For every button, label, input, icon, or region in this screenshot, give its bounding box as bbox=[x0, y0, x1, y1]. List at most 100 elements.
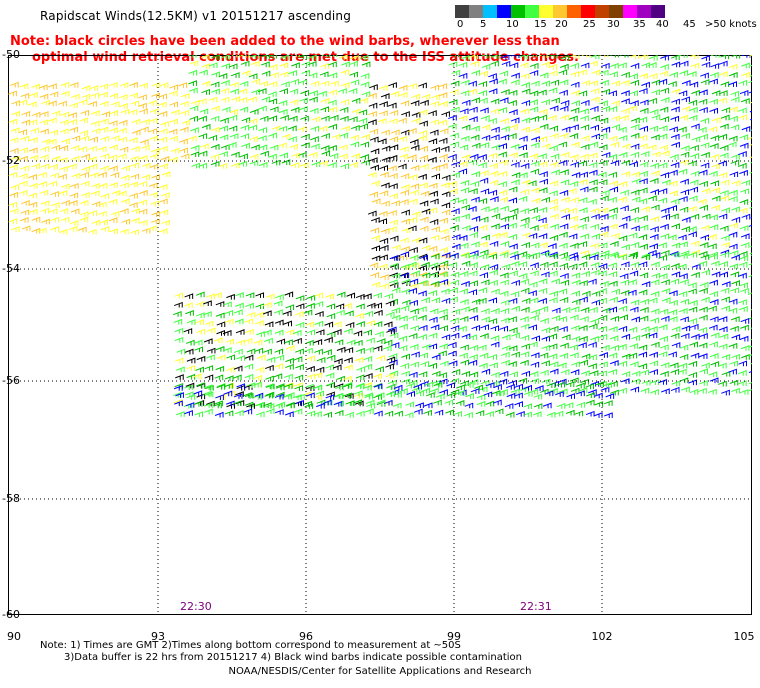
wind-barb bbox=[548, 261, 558, 268]
wind-barb bbox=[590, 336, 599, 342]
wind-barb bbox=[47, 138, 57, 145]
wind-barb bbox=[341, 61, 350, 68]
wind-barb bbox=[190, 99, 200, 106]
wind-barb bbox=[373, 292, 382, 299]
wind-barb bbox=[510, 260, 520, 267]
wind-barb bbox=[333, 400, 343, 407]
wind-barb bbox=[204, 391, 214, 398]
wind-barb bbox=[40, 207, 49, 214]
wind-barb bbox=[308, 72, 318, 79]
wind-barb bbox=[559, 105, 569, 112]
wind-barb bbox=[249, 108, 259, 115]
wind-barb bbox=[559, 63, 569, 70]
wind-barb bbox=[521, 82, 530, 88]
wind-barb bbox=[618, 181, 628, 187]
wind-barb bbox=[470, 134, 480, 141]
wind-barb bbox=[598, 288, 607, 294]
wind-barb bbox=[537, 217, 547, 223]
wind-barb bbox=[100, 153, 110, 160]
wind-barb bbox=[324, 321, 334, 328]
wind-barb bbox=[195, 312, 205, 318]
wind-barb bbox=[510, 117, 520, 124]
wind-barb bbox=[88, 100, 97, 107]
wind-barb-layer bbox=[8, 55, 752, 418]
wind-barb bbox=[175, 392, 184, 398]
wind-barb bbox=[739, 306, 748, 312]
wind-barb bbox=[10, 226, 20, 232]
wind-barb bbox=[235, 292, 244, 298]
wind-barb bbox=[729, 379, 739, 386]
wind-barb bbox=[255, 311, 265, 318]
wind-barb bbox=[649, 351, 658, 358]
wind-barb bbox=[660, 55, 669, 61]
wind-barb bbox=[451, 215, 460, 222]
wind-barb bbox=[225, 400, 235, 407]
wind-barb bbox=[109, 127, 118, 133]
wind-barb bbox=[521, 297, 531, 304]
wind-barb bbox=[448, 181, 457, 187]
wind-barb bbox=[569, 180, 579, 187]
wind-barb bbox=[701, 362, 710, 369]
wind-barb bbox=[430, 280, 440, 287]
wind-barb bbox=[410, 183, 420, 190]
wind-barb bbox=[289, 143, 298, 150]
wind-barb bbox=[108, 154, 118, 161]
wind-barb bbox=[580, 99, 590, 106]
wind-barb bbox=[530, 314, 539, 321]
wind-barb bbox=[548, 343, 558, 350]
wind-barb bbox=[491, 232, 501, 239]
wind-barb bbox=[449, 188, 458, 194]
wind-barb bbox=[610, 344, 619, 351]
wind-barb bbox=[344, 347, 354, 353]
wind-barb bbox=[498, 378, 508, 385]
wind-barb bbox=[268, 115, 277, 122]
wind-barb bbox=[379, 101, 388, 107]
wind-barb bbox=[680, 298, 689, 305]
wind-barb bbox=[528, 341, 538, 348]
wind-barb bbox=[711, 204, 720, 211]
wind-barb bbox=[521, 241, 530, 248]
wind-barb bbox=[400, 251, 410, 258]
wind-barb bbox=[451, 69, 461, 76]
wind-barb bbox=[110, 210, 120, 217]
wind-barb bbox=[498, 78, 507, 85]
wind-barb bbox=[354, 400, 364, 407]
wind-barb bbox=[710, 180, 719, 187]
wind-barb bbox=[356, 347, 365, 354]
wind-barb bbox=[345, 321, 355, 328]
wind-barb bbox=[485, 382, 495, 388]
wind-barb bbox=[369, 136, 379, 143]
wind-barb bbox=[480, 264, 490, 270]
wind-barb bbox=[549, 180, 559, 187]
wind-barb bbox=[441, 209, 451, 216]
wind-barb bbox=[285, 363, 294, 370]
wind-barb bbox=[479, 70, 488, 77]
legend-labels: 0 5 10 15 20 25 30 35 40 45 >50 knots bbox=[455, 18, 757, 32]
wind-barb bbox=[203, 390, 212, 397]
wind-barb bbox=[200, 143, 209, 150]
wind-barb bbox=[389, 109, 399, 116]
wind-barb bbox=[578, 160, 587, 167]
wind-barb bbox=[670, 133, 680, 140]
wind-barb bbox=[588, 354, 597, 360]
wind-barb bbox=[320, 145, 330, 151]
wind-barb bbox=[538, 153, 547, 159]
wind-barb bbox=[257, 135, 267, 141]
wind-barb bbox=[121, 165, 130, 171]
wind-barb bbox=[117, 153, 127, 160]
wind-barb bbox=[578, 240, 588, 247]
wind-barb bbox=[310, 143, 320, 150]
wind-barb bbox=[203, 300, 212, 307]
wind-barb bbox=[138, 180, 147, 187]
wind-barb bbox=[650, 170, 660, 177]
wind-barb bbox=[196, 328, 206, 335]
wind-barb bbox=[447, 350, 457, 357]
wind-barb bbox=[588, 169, 598, 176]
wind-barb bbox=[358, 117, 368, 124]
wind-barb bbox=[668, 169, 678, 176]
wind-barb bbox=[471, 142, 481, 149]
wind-barb bbox=[379, 171, 389, 178]
wind-barb bbox=[728, 231, 738, 238]
wind-barb bbox=[649, 177, 659, 184]
wind-barb bbox=[185, 402, 195, 408]
